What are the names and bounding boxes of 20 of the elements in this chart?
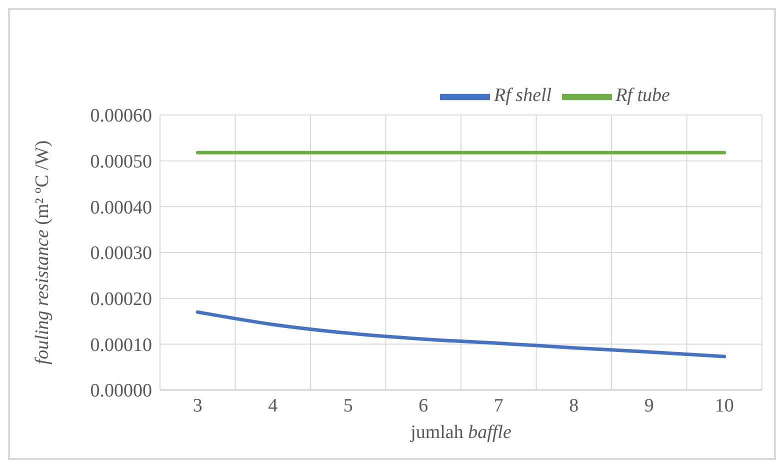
x-tick-label: 6 — [418, 395, 428, 416]
x-tick-label: 4 — [268, 395, 278, 416]
y-tick-label: 0.00020 — [90, 289, 152, 310]
legend-label: Rf shell — [494, 84, 552, 106]
x-tick-label: 8 — [569, 395, 579, 416]
x-axis-title: jumlah baffle — [410, 422, 512, 443]
legend-label: Rf tube — [616, 84, 670, 106]
y-tick-label: 0.00050 — [90, 152, 152, 173]
x-tick-label: 10 — [714, 395, 734, 416]
x-tick-label: 5 — [343, 395, 353, 416]
x-tick-label: 7 — [494, 395, 504, 416]
x-tick-label: 3 — [192, 395, 202, 416]
y-tick-label: 0.00000 — [90, 380, 152, 402]
line-series — [196, 310, 726, 358]
y-tick-label: 0.00030 — [90, 243, 152, 264]
x-tick-label: 9 — [644, 395, 654, 416]
y-tick-label: 0.00060 — [90, 106, 152, 127]
y-tick-label: 0.00010 — [90, 334, 152, 356]
y-axis-title: fouling resistance (m² ºC /W) — [32, 140, 54, 365]
y-tick-label: 0.00040 — [90, 197, 152, 218]
